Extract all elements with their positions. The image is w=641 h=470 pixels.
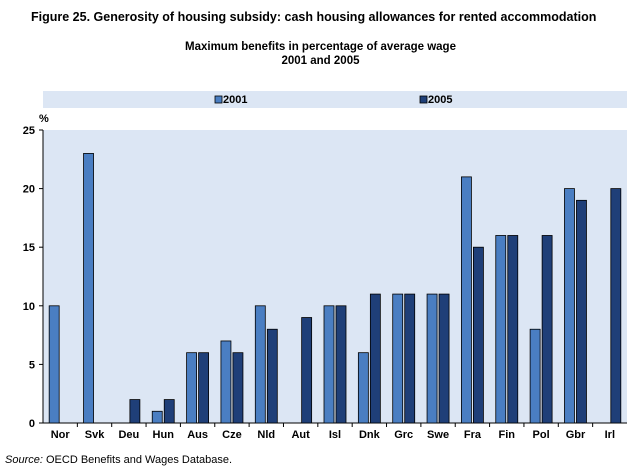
- x-tick-label-fra: Fra: [464, 429, 482, 441]
- x-tick-label-aus: Aus: [187, 429, 208, 441]
- x-tick-label-fin: Fin: [499, 429, 516, 441]
- source-note: Source: OECD Benefits and Wages Database…: [5, 454, 232, 466]
- bar-2001-nld: [254, 305, 266, 424]
- bar-2005-nld: [266, 328, 278, 424]
- y-tick-label: 20: [23, 184, 35, 196]
- bar-2001-dnk: [357, 352, 369, 424]
- bar-2005-irl: [610, 188, 622, 424]
- y-tick-label: 5: [29, 359, 35, 371]
- x-tick-label-nld: Nld: [257, 429, 275, 441]
- bar-2001-aus: [186, 352, 197, 424]
- bar-2001-svk: [83, 153, 94, 424]
- x-tick-label-swe: Swe: [427, 429, 449, 441]
- x-tick-label-hun: Hun: [153, 429, 175, 441]
- plot-background: [43, 130, 627, 423]
- y-tick-label: 0: [29, 418, 35, 430]
- legend-swatch-2005: [419, 95, 428, 104]
- bar-2001-hun: [151, 410, 163, 424]
- bar-2005-cze: [232, 352, 244, 424]
- bar-2005-isl: [335, 305, 347, 424]
- bar-2001-pol: [529, 328, 541, 424]
- legend-swatch-2001: [214, 95, 223, 104]
- y-axis-label: %: [39, 113, 49, 125]
- bar-2005-aut: [301, 317, 313, 424]
- x-tick-label-irl: Irl: [605, 429, 615, 441]
- bar-2001-swe: [426, 293, 438, 424]
- bar-2005-deu: [129, 399, 141, 424]
- source-text: OECD Benefits and Wages Database.: [45, 454, 233, 466]
- x-tick-label-deu: Deu: [118, 429, 139, 441]
- bar-2001-cze: [220, 340, 232, 424]
- bar-2001-grc: [392, 293, 404, 424]
- bar-2001-fra: [461, 176, 472, 424]
- bar-2001-nor: [48, 305, 60, 424]
- bar-2005-dnk: [369, 293, 381, 424]
- source-label: Source:: [5, 454, 43, 466]
- x-tick-label-nor: Nor: [51, 429, 71, 441]
- x-tick-label-dnk: Dnk: [359, 429, 381, 441]
- bar-2005-gbr: [576, 199, 587, 424]
- y-tick-label: 25: [23, 125, 35, 137]
- legend-label-2005: 2005: [428, 94, 452, 106]
- bar-2001-isl: [323, 305, 335, 424]
- figure-title: Figure 25. Generosity of housing subsidy…: [31, 10, 597, 24]
- x-tick-label-aut: Aut: [291, 429, 310, 441]
- bar-2005-grc: [404, 293, 416, 424]
- bar-2005-fin: [507, 235, 519, 424]
- bar-2005-fra: [473, 246, 484, 424]
- x-tick-label-gbr: Gbr: [566, 429, 586, 441]
- bar-2005-swe: [438, 293, 450, 424]
- x-tick-label-cze: Cze: [222, 429, 242, 441]
- x-tick-label-grc: Grc: [394, 429, 413, 441]
- bar-2001-gbr: [564, 188, 575, 424]
- x-tick-label-isl: Isl: [329, 429, 341, 441]
- x-tick-label-pol: Pol: [533, 429, 550, 441]
- bar-2005-pol: [541, 235, 553, 424]
- bar-2005-aus: [198, 352, 209, 424]
- chart-title: Maximum benefits in percentage of averag…: [185, 41, 456, 53]
- legend-band: [43, 91, 627, 108]
- x-tick-label-svk: Svk: [85, 429, 105, 441]
- chart-subtitle: 2001 and 2005: [281, 55, 360, 67]
- bar-2005-hun: [163, 399, 175, 424]
- y-tick-label: 15: [23, 242, 35, 254]
- legend-label-2001: 2001: [223, 94, 247, 106]
- y-tick-label: 10: [23, 301, 35, 313]
- bar-2001-fin: [495, 235, 507, 424]
